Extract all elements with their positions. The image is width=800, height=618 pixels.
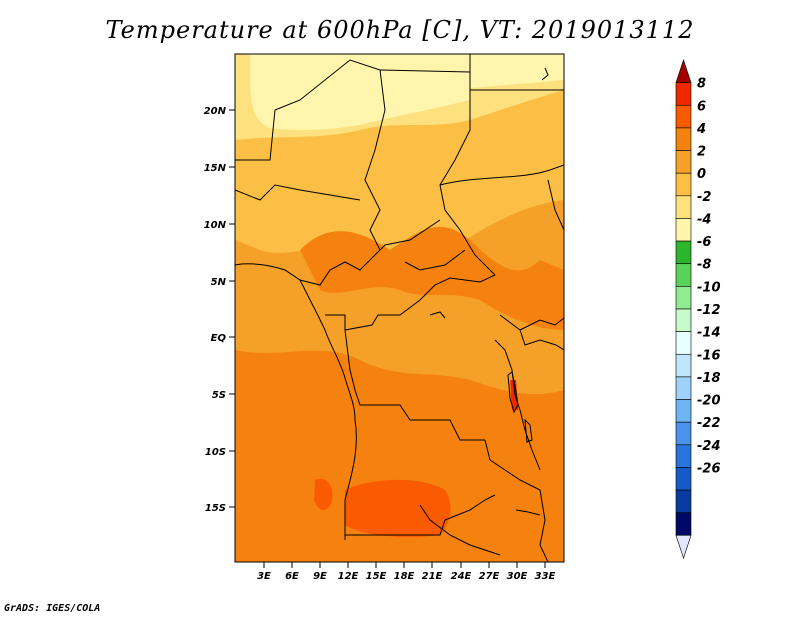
colorbar-segment (675, 150, 692, 174)
colorbar-segment (675, 376, 692, 400)
colorbar-label: -16 (697, 348, 721, 363)
lake-outline (515, 509, 541, 516)
border-line (439, 164, 564, 186)
border-line (499, 314, 564, 351)
border-line (439, 54, 496, 276)
lon-tick-label: 30E (507, 571, 528, 582)
lon-tick-label: 33E (535, 571, 556, 582)
lat-tick-label: 15S (205, 503, 226, 514)
lat-tick-label: 10S (205, 447, 226, 458)
lon-tick-label: 21E (422, 571, 443, 582)
colorbar-label: -4 (697, 212, 711, 227)
colorbar-segment (675, 286, 692, 310)
colorbar-label: -12 (697, 303, 721, 318)
lon-axis: 3E 6E 9E 12E 15E 18E 21E 24E 27E 30E 33E (257, 562, 556, 582)
colorbar: 8 6 4 2 0 -2 -4 -6 -8 -10 -12 -14 -16 -18 -20 -22 -24 -26 (675, 59, 721, 559)
lake-outline (541, 67, 549, 81)
lat-tick-label: 5N (211, 277, 227, 288)
colorbar-label: -2 (697, 190, 711, 205)
colorbar-segment (675, 308, 692, 332)
colorbar-label: -24 (697, 439, 721, 454)
field-hot-south-west (314, 478, 333, 511)
border-line (345, 494, 496, 536)
colorbar-segment (675, 59, 692, 83)
colorbar-segment (675, 104, 692, 129)
colorbar-label: 4 (696, 122, 706, 137)
lat-tick-label: 10N (204, 220, 227, 231)
border-line (235, 219, 441, 286)
border-line (419, 504, 501, 556)
colorbar-label: -6 (697, 235, 711, 250)
colorbar-segment (675, 467, 692, 491)
lat-axis: 20N 15N 10N 5N EQ 5S 10S 15S (204, 106, 235, 514)
field-band-coldest-east (470, 54, 564, 88)
colorbar-label: 0 (697, 167, 706, 182)
colorbar-segment (675, 127, 692, 151)
border-line (299, 279, 326, 331)
field-hot-lake (510, 380, 518, 410)
lon-tick-label: 12E (338, 571, 359, 582)
lake-outline (507, 371, 519, 414)
colorbar-label: -22 (697, 416, 721, 431)
lon-tick-label: 27E (479, 571, 500, 582)
border-line (519, 317, 564, 331)
colorbar-segment (675, 82, 692, 106)
border-line (325, 274, 496, 331)
lake-outline (524, 418, 533, 443)
lat-tick-label: EQ (211, 333, 227, 344)
colorbar-label: -10 (697, 280, 721, 295)
temperature-field (235, 54, 564, 562)
grads-credit: GrADS: IGES/COLA (4, 603, 101, 614)
colorbar-label: -8 (697, 258, 711, 273)
field-band-coldest (249, 54, 470, 131)
lake-outline (429, 311, 446, 319)
colorbar-segment (675, 421, 692, 446)
colorbar-segment (675, 535, 692, 559)
colorbar-segment (675, 195, 692, 219)
lon-tick-label: 3E (257, 571, 271, 582)
border-line (547, 179, 564, 231)
colorbar-segment (675, 353, 692, 378)
field-warm-central (300, 226, 564, 330)
lon-tick-label: 6E (285, 571, 299, 582)
colorbar-label: -14 (697, 326, 721, 341)
map-frame (234, 53, 565, 563)
colorbar-segment (675, 218, 692, 242)
lon-tick-label: 24E (451, 571, 472, 582)
lat-tick-label: 20N (204, 106, 227, 117)
colorbar-segment (675, 399, 692, 423)
colorbar-segment (675, 240, 692, 265)
lon-tick-label: 15E (366, 571, 387, 582)
colorbar-segment (675, 331, 692, 355)
colorbar-label: -18 (697, 371, 721, 386)
colorbar-segment (675, 512, 692, 536)
colorbar-label: 6 (697, 99, 706, 114)
border-line (404, 249, 466, 271)
colorbar-segment (675, 263, 692, 287)
field-hot-south (345, 479, 451, 537)
country-borders (235, 54, 564, 562)
colorbar-label: 8 (697, 77, 706, 92)
border-line (344, 329, 485, 441)
colorbar-label: 2 (697, 145, 706, 160)
field-warm-south (235, 350, 564, 562)
border-line (364, 69, 386, 251)
border-line (235, 184, 361, 201)
lon-tick-label: 9E (313, 571, 327, 582)
lat-tick-label: 5S (212, 390, 226, 401)
border-line (539, 544, 549, 562)
colorbar-segment (675, 444, 692, 468)
colorbar-segment (675, 172, 692, 197)
lon-tick-label: 18E (394, 571, 415, 582)
border-line (484, 439, 546, 546)
lat-tick-label: 15N (204, 163, 227, 174)
colorbar-segment (675, 489, 692, 514)
colorbar-label: -20 (697, 394, 721, 409)
chart-title: Temperature at 600hPa [C], VT: 201901311… (105, 16, 695, 44)
colorbar-label: -26 (697, 461, 721, 476)
border-line (324, 329, 357, 540)
